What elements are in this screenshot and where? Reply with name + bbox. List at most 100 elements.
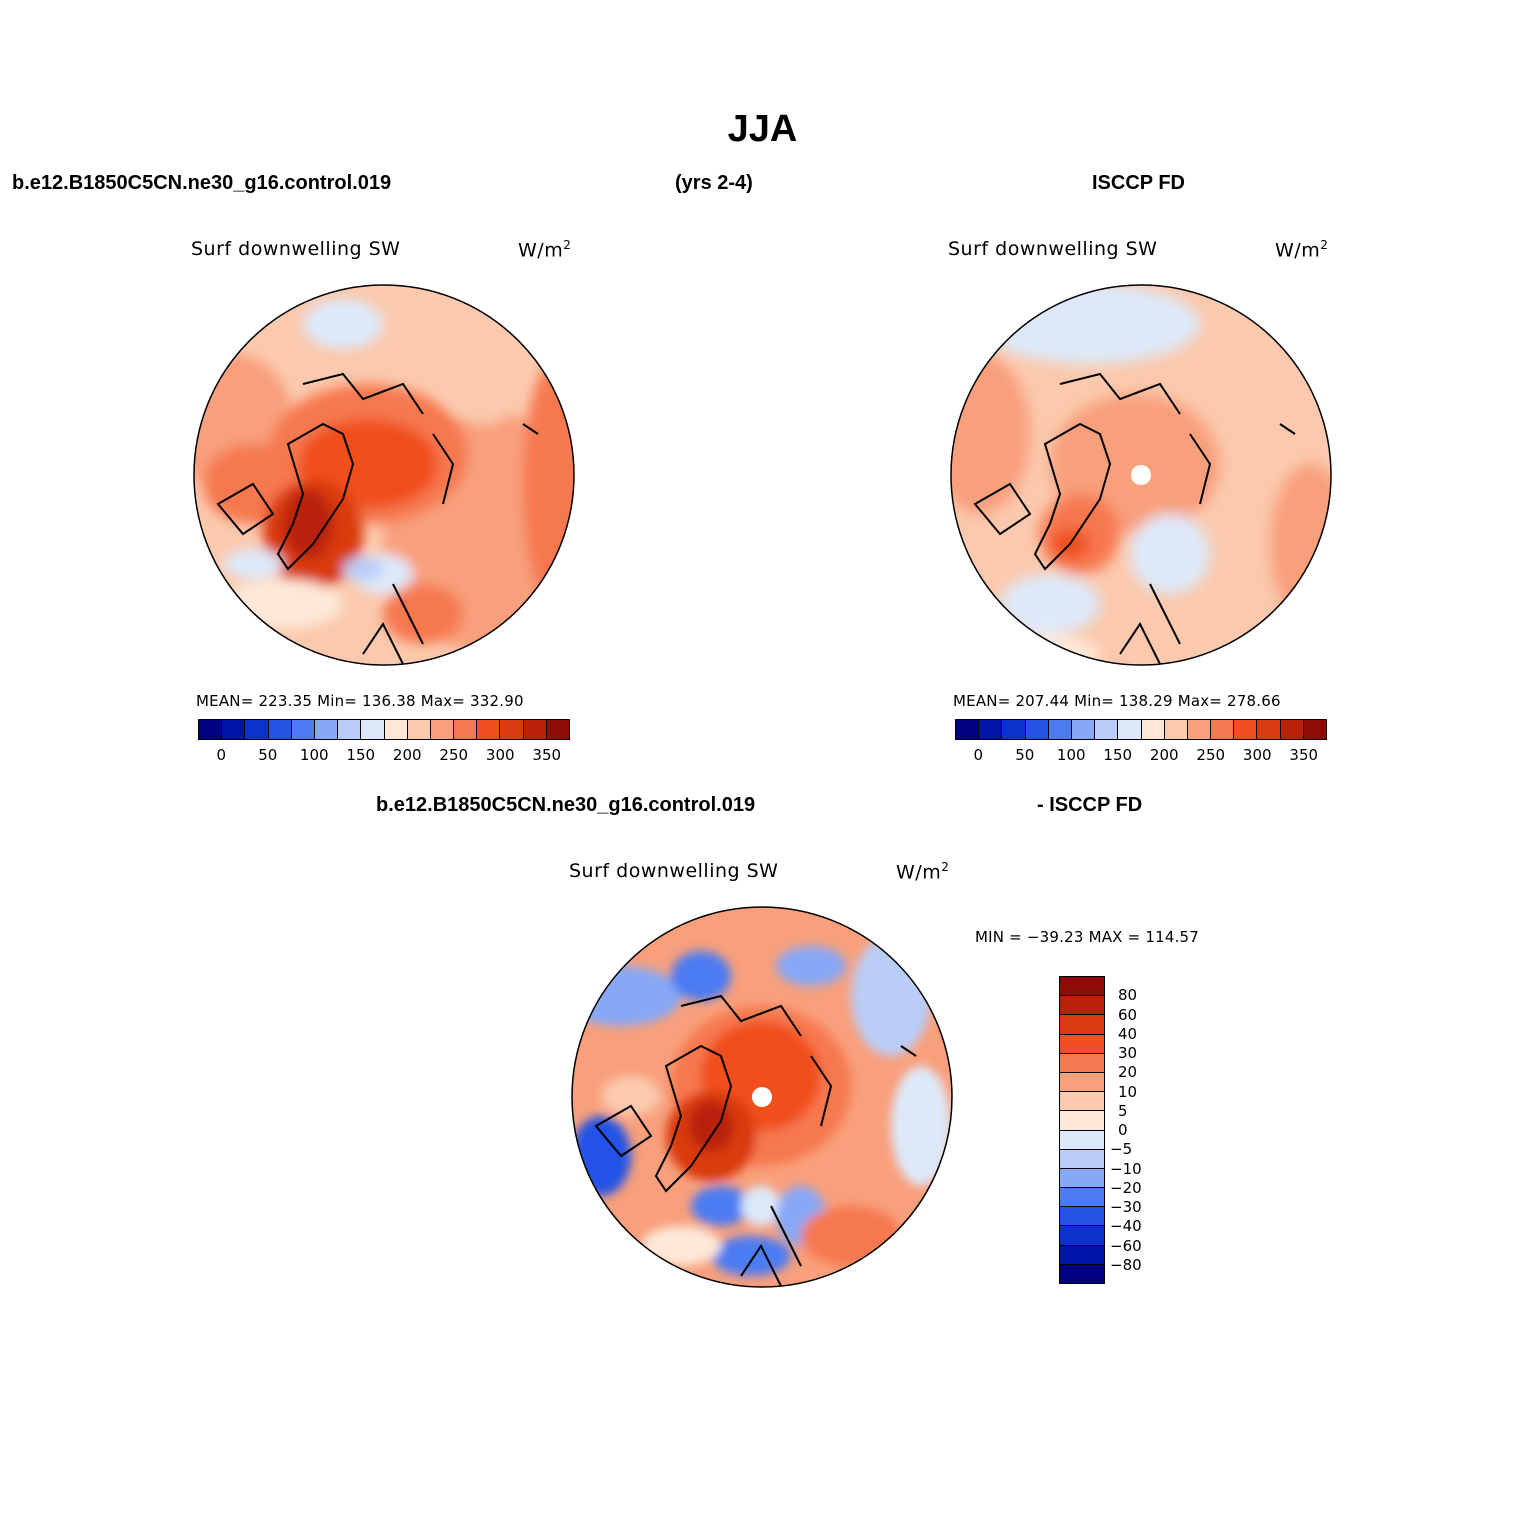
colorbar-tick-label: −40 [1110,1217,1142,1236]
case-name: b.e12.B1850C5CN.ne30_g16.control.019 [12,172,392,194]
colorbar-tick-label: 150 [346,746,376,764]
colorbar-swatch [338,720,362,739]
colorbar-swatch [1118,720,1142,739]
colorbar-swatch [1095,720,1119,739]
model-colorbar [198,719,570,740]
obs-colorbar-labels: 0 50 100 150 200 250 300 350 [955,746,1327,764]
colorbar-swatch [1060,1034,1104,1054]
colorbar-tick-label: −10 [1110,1159,1142,1178]
colorbar-swatch [1060,1188,1104,1208]
colorbar-swatch [314,720,339,739]
colorbar-swatch [1060,1072,1104,1093]
colorbar-swatch [199,720,223,739]
colorbar-swatch [1060,1207,1104,1227]
model-variable: Surf downwelling SW [191,238,401,260]
colorbar-tick-label: −60 [1110,1236,1142,1255]
colorbar-tick-label: 350 [1289,746,1319,764]
colorbar-swatch [1060,996,1104,1016]
colorbar-tick-label: 100 [1056,746,1086,764]
colorbar-swatch [407,720,431,739]
model-polar-map [193,284,575,666]
diff-left-label: b.e12.B1850C5CN.ne30_g16.control.019 [376,794,756,816]
colorbar-swatch [1257,720,1281,739]
colorbar-swatch [1164,720,1188,739]
colorbar-swatch [1060,1092,1104,1112]
colorbar-swatch [1060,1245,1104,1265]
diff-colorbar-labels: 80 60 40 30 20 10 5 0 −5 −10 −20 −30 −40 −60 −80 [1110,976,1190,1284]
figure-title: JJA [727,108,798,150]
model-stats: MEAN= 223.35 Min= 136.38 Max= 332.90 [196,692,524,710]
colorbar-swatch [1060,1053,1104,1073]
colorbar-swatch [222,720,246,739]
colorbar-swatch [956,720,980,739]
diff-variable: Surf downwelling SW [569,860,779,882]
colorbar-tick-label: 0 [973,746,984,764]
colorbar-swatch [1048,720,1072,739]
obs-name: ISCCP FD [1092,172,1185,194]
colorbar-swatch [477,720,501,739]
colorbar-tick-label: 200 [1149,746,1179,764]
colorbar-tick-label: 150 [1103,746,1133,764]
colorbar-swatch [1187,720,1212,739]
colorbar-tick-label: 50 [258,746,278,764]
colorbar-swatch [1280,720,1304,739]
model-units: W/m2 [518,238,572,262]
colorbar-swatch [384,720,408,739]
colorbar-tick-label: 300 [1242,746,1272,764]
colorbar-tick-label: −30 [1110,1198,1142,1216]
colorbar-swatch [1025,720,1049,739]
colorbar-swatch [1060,1111,1104,1131]
colorbar-tick-label: 5 [1118,1101,1128,1120]
colorbar-tick-label: 200 [392,746,422,764]
colorbar-tick-label: −5 [1110,1140,1133,1159]
obs-variable: Surf downwelling SW [948,238,1158,260]
diff-colorbar [1059,976,1105,1284]
colorbar-tick-label: 300 [485,746,515,764]
colorbar-tick-label: 20 [1118,1063,1138,1082]
colorbar-swatch [291,720,315,739]
colorbar-swatch [1060,1149,1104,1169]
colorbar-tick-label: 350 [532,746,562,764]
diff-stats: MIN = −39.23 MAX = 114.57 [975,928,1200,946]
colorbar-tick-label: 40 [1118,1024,1138,1043]
colorbar-swatch [1060,1130,1104,1150]
colorbar-swatch [1060,1015,1104,1035]
colorbar-swatch [1060,1226,1104,1246]
colorbar-tick-label: −80 [1110,1255,1142,1274]
colorbar-swatch [979,720,1003,739]
colorbar-tick-label: 250 [439,746,469,764]
diff-polar-map [571,906,953,1288]
colorbar-swatch [1141,720,1165,739]
colorbar-swatch [1060,1264,1104,1283]
colorbar-tick-label: 10 [1118,1082,1138,1101]
diff-right-label: - ISCCP FD [1037,794,1143,816]
colorbar-swatch [1060,1168,1104,1189]
colorbar-swatch [1211,720,1235,739]
model-colorbar-labels: 0 50 100 150 200 250 300 350 [198,746,570,764]
colorbar-swatch [245,720,269,739]
colorbar-swatch [1071,720,1096,739]
obs-units: W/m2 [1275,238,1329,262]
obs-stats: MEAN= 207.44 Min= 138.29 Max= 278.66 [953,692,1281,710]
colorbar-tick-label: 100 [299,746,329,764]
colorbar-swatch [546,720,569,739]
diff-units: W/m2 [896,860,950,884]
colorbar-swatch [268,720,292,739]
colorbar-tick-label: 50 [1015,746,1035,764]
colorbar-swatch [523,720,547,739]
colorbar-tick-label: −20 [1110,1178,1142,1197]
colorbar-tick-label: 0 [216,746,227,764]
obs-colorbar [955,719,1327,740]
colorbar-swatch [454,720,478,739]
colorbar-tick-label: 60 [1118,1005,1138,1024]
years-label: (yrs 2-4) [675,172,753,194]
colorbar-tick-label: 0 [1118,1121,1128,1139]
colorbar-swatch [430,720,455,739]
colorbar-swatch [1234,720,1258,739]
colorbar-tick-label: 30 [1118,1044,1138,1062]
colorbar-tick-label: 80 [1118,986,1138,1005]
obs-polar-map [950,284,1332,666]
colorbar-swatch [1002,720,1026,739]
colorbar-swatch [1303,720,1326,739]
colorbar-swatch [1060,977,1104,997]
